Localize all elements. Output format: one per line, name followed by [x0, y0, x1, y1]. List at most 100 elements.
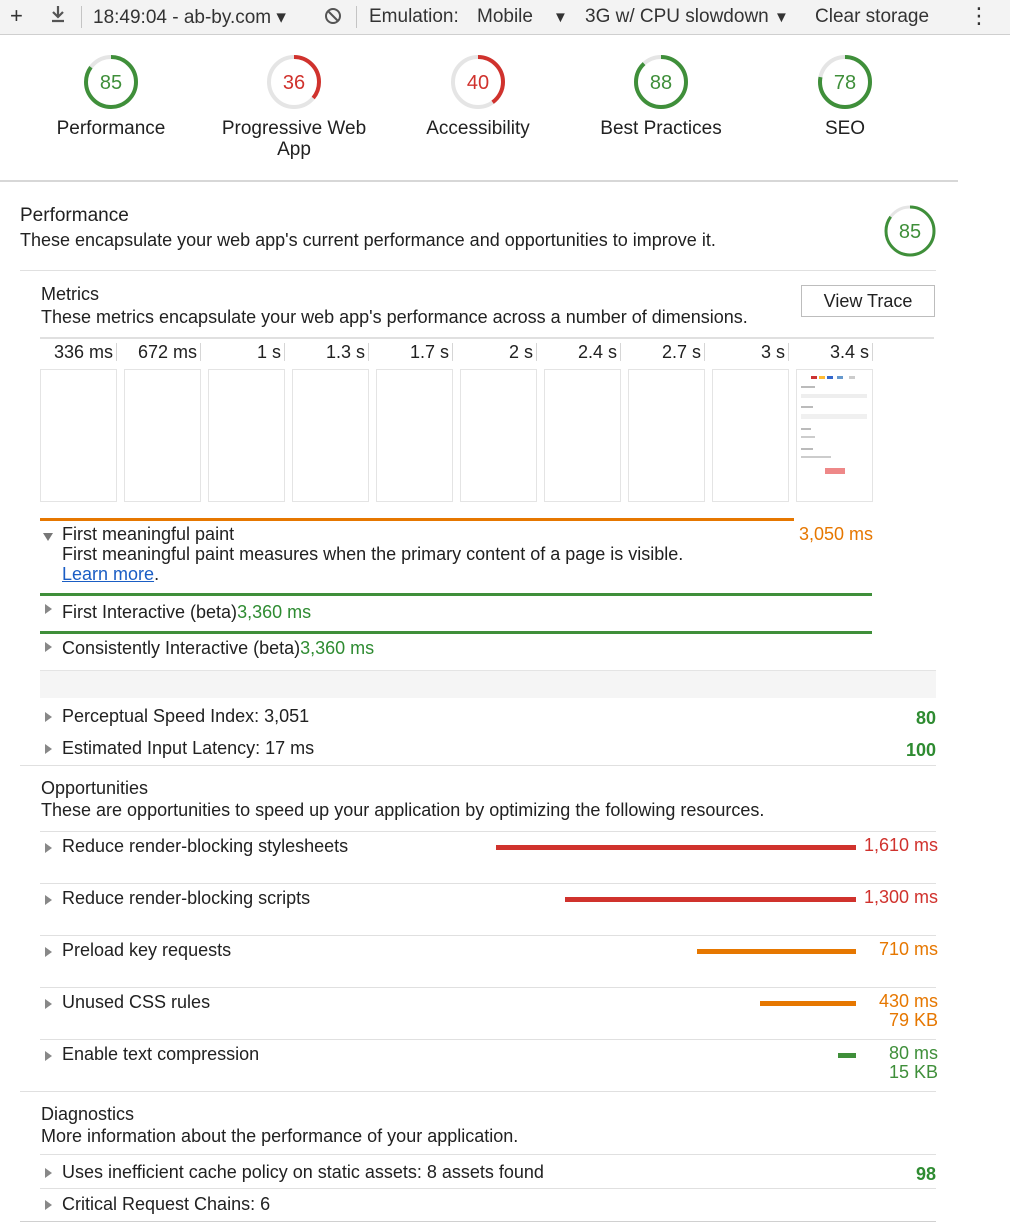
opportunity-savings: 430 ms 79 KB	[879, 992, 938, 1030]
gauge-label: Performance	[56, 118, 166, 139]
critical-chains-label[interactable]: Critical Request Chains: 6	[62, 1194, 271, 1214]
expand-icon[interactable]	[45, 604, 52, 614]
divider	[40, 987, 936, 988]
cache-policy-label[interactable]: Uses inefficient cache policy on static …	[62, 1162, 544, 1182]
fmp-timeline-bar	[40, 518, 794, 521]
gauge-score: 40	[467, 72, 489, 94]
first-interactive-row[interactable]: First Interactive (beta)3,360 ms	[62, 602, 312, 622]
frame-divider	[452, 343, 453, 361]
expand-icon[interactable]	[45, 895, 52, 905]
opportunity-bar	[760, 1001, 856, 1006]
filmstrip-thumbnail	[124, 369, 201, 502]
filmstrip-time: 1.7 s	[409, 342, 449, 362]
divider	[40, 1154, 936, 1155]
first-interactive-bar	[40, 593, 872, 596]
fmp-label[interactable]: First meaningful paint	[62, 524, 235, 544]
expand-icon[interactable]	[45, 1200, 52, 1210]
metrics-description: These metrics encapsulate your web app's…	[41, 307, 748, 327]
filmstrip-time: 3 s	[760, 342, 785, 362]
gauge-score: 85	[100, 72, 122, 94]
filmstrip-time: 1 s	[256, 342, 281, 362]
opportunity-savings: 1,610 ms	[864, 836, 938, 855]
opportunity-bar	[838, 1053, 856, 1058]
opportunity-bar	[565, 897, 856, 902]
gauge-score: 88	[650, 72, 672, 94]
emulation-select[interactable]: Mobile ▼	[477, 6, 568, 27]
period: .	[154, 564, 160, 584]
view-trace-button[interactable]: View Trace	[801, 285, 935, 317]
block-icon[interactable]	[324, 7, 342, 31]
gauge-pwa[interactable]: 36 Progressive Web App	[209, 54, 379, 160]
filmstrip-thumbnail	[628, 369, 705, 502]
expand-icon[interactable]	[45, 712, 52, 722]
gauge-label: SEO	[824, 118, 866, 139]
gauge-performance[interactable]: 85 Performance	[26, 54, 196, 139]
gauge-ring: 85	[84, 55, 138, 109]
opportunity-label[interactable]: Reduce render-blocking stylesheets	[62, 836, 349, 856]
expand-icon[interactable]	[45, 947, 52, 957]
fmp-description: First meaningful paint measures when the…	[62, 544, 684, 564]
opportunity-time: 80 ms	[888, 1043, 938, 1063]
consistently-interactive-bar	[40, 631, 872, 634]
expand-icon[interactable]	[45, 999, 52, 1009]
expand-icon[interactable]	[45, 1168, 52, 1178]
expand-icon[interactable]	[45, 642, 52, 652]
opportunity-label[interactable]: Enable text compression	[62, 1044, 260, 1064]
divider	[20, 1091, 936, 1092]
gauge-score: 78	[834, 72, 856, 94]
gauge-best-practices[interactable]: 88 Best Practices	[576, 54, 746, 139]
cache-policy-score: 98	[915, 1164, 936, 1184]
more-menu-icon[interactable]: ⋮	[968, 3, 990, 28]
divider	[20, 1221, 936, 1222]
filmstrip-time: 3.4 s	[829, 342, 869, 362]
frame-divider	[620, 343, 621, 361]
performance-title: Performance	[20, 205, 129, 226]
opportunity-size: 15 KB	[888, 1062, 938, 1082]
filmstrip-time: 336 ms	[53, 342, 113, 362]
filmstrip-time: 2.4 s	[577, 342, 617, 362]
metrics-spacer	[40, 670, 936, 698]
expand-icon[interactable]	[45, 843, 52, 853]
fmp-collapse-icon[interactable]	[43, 528, 53, 546]
clear-storage-checkbox[interactable]: Clear storage	[815, 6, 930, 27]
fmp-value: 3,050 ms	[799, 524, 874, 544]
performance-score-gauge: 85	[883, 204, 937, 263]
performance-description: These encapsulate your web app's current…	[20, 230, 716, 250]
diagnostics-title: Diagnostics	[41, 1104, 135, 1124]
consistently-interactive-row[interactable]: Consistently Interactive (beta)3,360 ms	[62, 638, 375, 658]
opportunity-label[interactable]: Unused CSS rules	[62, 992, 211, 1012]
opportunity-savings: 710 ms	[879, 940, 938, 959]
divider	[40, 1188, 936, 1189]
opportunity-time: 1,300 ms	[863, 887, 938, 907]
expand-icon[interactable]	[45, 744, 52, 754]
filmstrip: 336 ms 672 ms 1 s 1.3 s 1.7 s 2 s 2.4 s 2.7 s 3 …	[40, 337, 934, 509]
gauge-label: Accessibility	[426, 118, 530, 139]
opportunity-savings: 80 ms 15 KB	[889, 1044, 938, 1082]
gauge-ring: 36	[267, 55, 321, 109]
filmstrip-thumbnail	[376, 369, 453, 502]
speed-index-label[interactable]: Perceptual Speed Index: 3,051	[62, 706, 310, 726]
divider	[40, 935, 936, 936]
devtools-toolbar: + 18:49:04 - ab-by.com ▾ Emulation: Mobi…	[0, 0, 1010, 35]
input-latency-label[interactable]: Estimated Input Latency: 17 ms	[62, 738, 315, 758]
filmstrip-thumbnail	[544, 369, 621, 502]
gauge-accessibility[interactable]: 40 Accessibility	[393, 54, 563, 139]
opportunity-time: 430 ms	[878, 991, 938, 1011]
performance-score: 85	[899, 221, 921, 243]
metrics-title: Metrics	[41, 284, 99, 304]
throttle-select[interactable]: 3G w/ CPU slowdown ▼	[585, 6, 789, 27]
gauge-seo[interactable]: 78 SEO	[760, 54, 930, 139]
opportunity-label[interactable]: Reduce render-blocking scripts	[62, 888, 311, 908]
plus-icon[interactable]: +	[10, 3, 23, 28]
frame-divider	[368, 343, 369, 361]
divider	[40, 883, 936, 884]
frame-divider	[536, 343, 537, 361]
report-select[interactable]: 18:49:04 - ab-by.com ▾	[93, 7, 286, 28]
learn-more-link[interactable]: Learn more	[62, 564, 155, 584]
expand-icon[interactable]	[45, 1051, 52, 1061]
opportunity-label[interactable]: Preload key requests	[62, 940, 232, 960]
frame-divider	[704, 343, 705, 361]
frame-divider	[872, 343, 873, 361]
download-icon[interactable]	[50, 4, 66, 30]
category-gauges: 85 Performance 36 Progressive Web App 40…	[0, 34, 958, 182]
